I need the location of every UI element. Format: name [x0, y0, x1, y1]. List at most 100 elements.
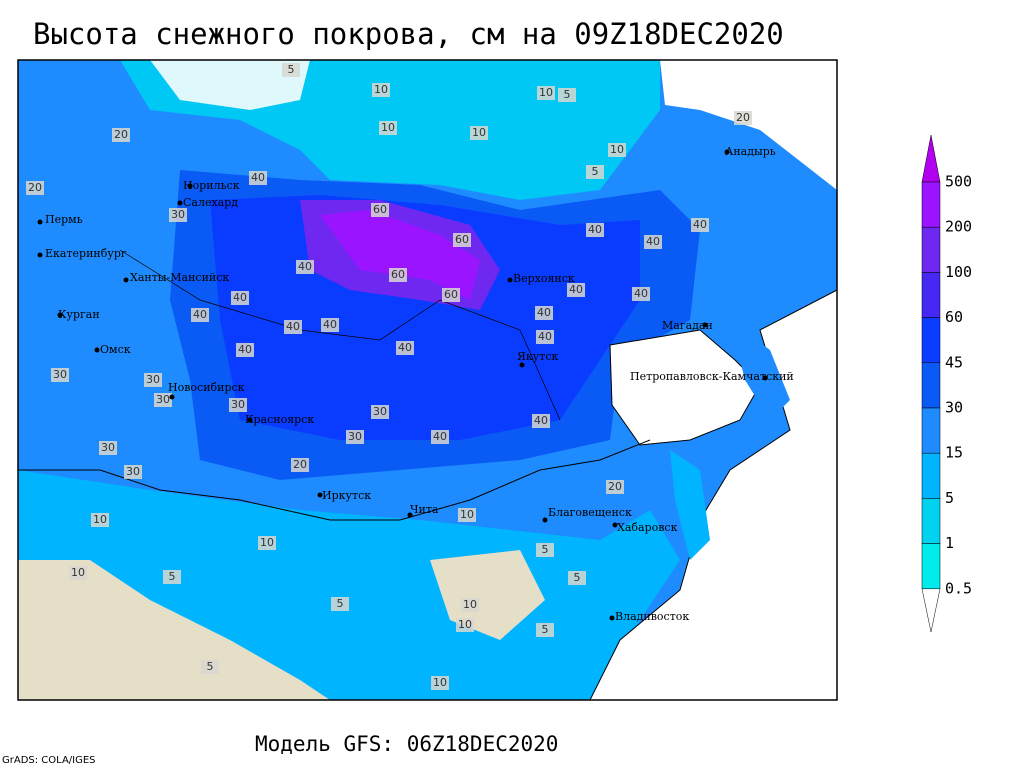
contour-label: 40 — [323, 318, 337, 331]
legend-label: 1 — [945, 534, 954, 552]
contour-label-box — [258, 536, 276, 550]
city-label: Владивосток — [615, 610, 689, 623]
contour-label: 10 — [93, 513, 107, 526]
city-dot — [169, 394, 175, 400]
city-label: Курган — [58, 308, 100, 321]
contour-label-box — [389, 268, 407, 282]
city-dot — [37, 252, 43, 258]
contour-label: 10 — [460, 508, 474, 521]
legend-label: 100 — [945, 263, 972, 281]
contour-label-box — [644, 235, 662, 249]
contour-label: 20 — [608, 480, 622, 493]
contour-label-box — [371, 203, 389, 217]
okhotsk-sea — [609, 329, 761, 446]
contour-label: 5 — [542, 543, 549, 556]
contour-label: 40 — [286, 320, 300, 333]
city-dot — [612, 522, 618, 528]
city-dot — [37, 219, 43, 225]
very-deep-snow — [320, 210, 480, 300]
labels: 5 10 10 5 10 10 10 5 20 20 20 30 40 60 60 40 40 40 40 60 60 4… — [26, 63, 794, 690]
legend-label: 15 — [945, 444, 963, 462]
city-dot — [519, 362, 525, 368]
city-dot — [702, 322, 708, 328]
city-dot — [542, 517, 548, 523]
legend-swatch — [921, 272, 941, 318]
legend-label: 500 — [945, 173, 972, 191]
city-dot — [317, 492, 323, 498]
contour-label: 40 — [538, 330, 552, 343]
contour-label-box — [567, 283, 585, 297]
contour-label-box — [608, 143, 626, 157]
contour-label: 30 — [101, 441, 115, 454]
contour-label: 40 — [537, 306, 551, 319]
city-dot — [123, 277, 129, 283]
contour-label: 10 — [539, 86, 553, 99]
legend-swatch — [921, 317, 941, 364]
contour-label-box — [51, 368, 69, 382]
sakhalin — [670, 450, 710, 560]
contour-label: 10 — [374, 83, 388, 96]
contour-label: 20 — [28, 181, 42, 194]
city-label: Анадырь — [725, 145, 776, 158]
contour-label-box — [163, 570, 181, 584]
contour-label: 5 — [169, 570, 176, 583]
city-dot — [57, 312, 63, 318]
contour-label-box — [26, 181, 44, 195]
contour-label: 40 — [646, 235, 660, 248]
contour-label-box — [536, 623, 554, 637]
legend-swatch — [921, 362, 941, 409]
contour-label-box — [470, 126, 488, 140]
contour-label-box — [112, 128, 130, 142]
contour-label: 5 — [288, 63, 295, 76]
contour-label-box — [691, 218, 709, 232]
legend-swatch — [921, 226, 941, 273]
contour-label-box — [606, 480, 624, 494]
contour-label: 10 — [433, 676, 447, 689]
contour-label-box — [371, 405, 389, 419]
legend-swatch — [921, 588, 941, 633]
legend-label: 45 — [945, 353, 963, 371]
contour-label-box — [372, 83, 390, 97]
city-label: Норильск — [183, 179, 240, 192]
contour-label-box — [169, 208, 187, 222]
city-label: Иркутск — [322, 489, 371, 502]
legend-swatch — [921, 407, 941, 454]
contour-label-box — [442, 288, 460, 302]
city-label: Хабаровск — [617, 521, 678, 534]
contour-label-box — [536, 330, 554, 344]
contour-label-box — [456, 618, 474, 632]
contour-label: 10 — [260, 536, 274, 549]
contour-label: 40 — [569, 283, 583, 296]
contour-label: 40 — [251, 171, 265, 184]
contour-label-box — [99, 441, 117, 455]
contour-label: 40 — [534, 414, 548, 427]
contour-label-box — [124, 465, 142, 479]
city-label: Верхоянск — [513, 272, 575, 285]
contour-label: 30 — [373, 405, 387, 418]
city-label: Екатеринбург — [45, 247, 127, 260]
city-dot — [247, 417, 253, 423]
contour-label-box — [154, 393, 172, 407]
contour-label: 60 — [444, 288, 458, 301]
contour-label: 5 — [337, 597, 344, 610]
city-label: Ханты-Мансийск — [130, 271, 229, 284]
no-snow — [18, 560, 330, 700]
city-label: Якутск — [517, 350, 558, 363]
contour-label: 60 — [373, 203, 387, 216]
contour-label-box — [282, 63, 300, 77]
map — [18, 60, 837, 700]
contour-label: 40 — [233, 291, 247, 304]
contour-label-box — [346, 430, 364, 444]
contour-label-box — [69, 566, 87, 580]
contour-label: 60 — [455, 233, 469, 246]
contour-label-box — [568, 571, 586, 585]
contour-label-box — [379, 121, 397, 135]
city-label: Красноярск — [245, 413, 314, 426]
contour-label: 40 — [238, 343, 252, 356]
contour-label: 10 — [71, 566, 85, 579]
city-dot — [407, 512, 413, 518]
contour-label: 60 — [391, 268, 405, 281]
contour-label: 40 — [193, 308, 207, 321]
city-dot — [507, 277, 513, 283]
